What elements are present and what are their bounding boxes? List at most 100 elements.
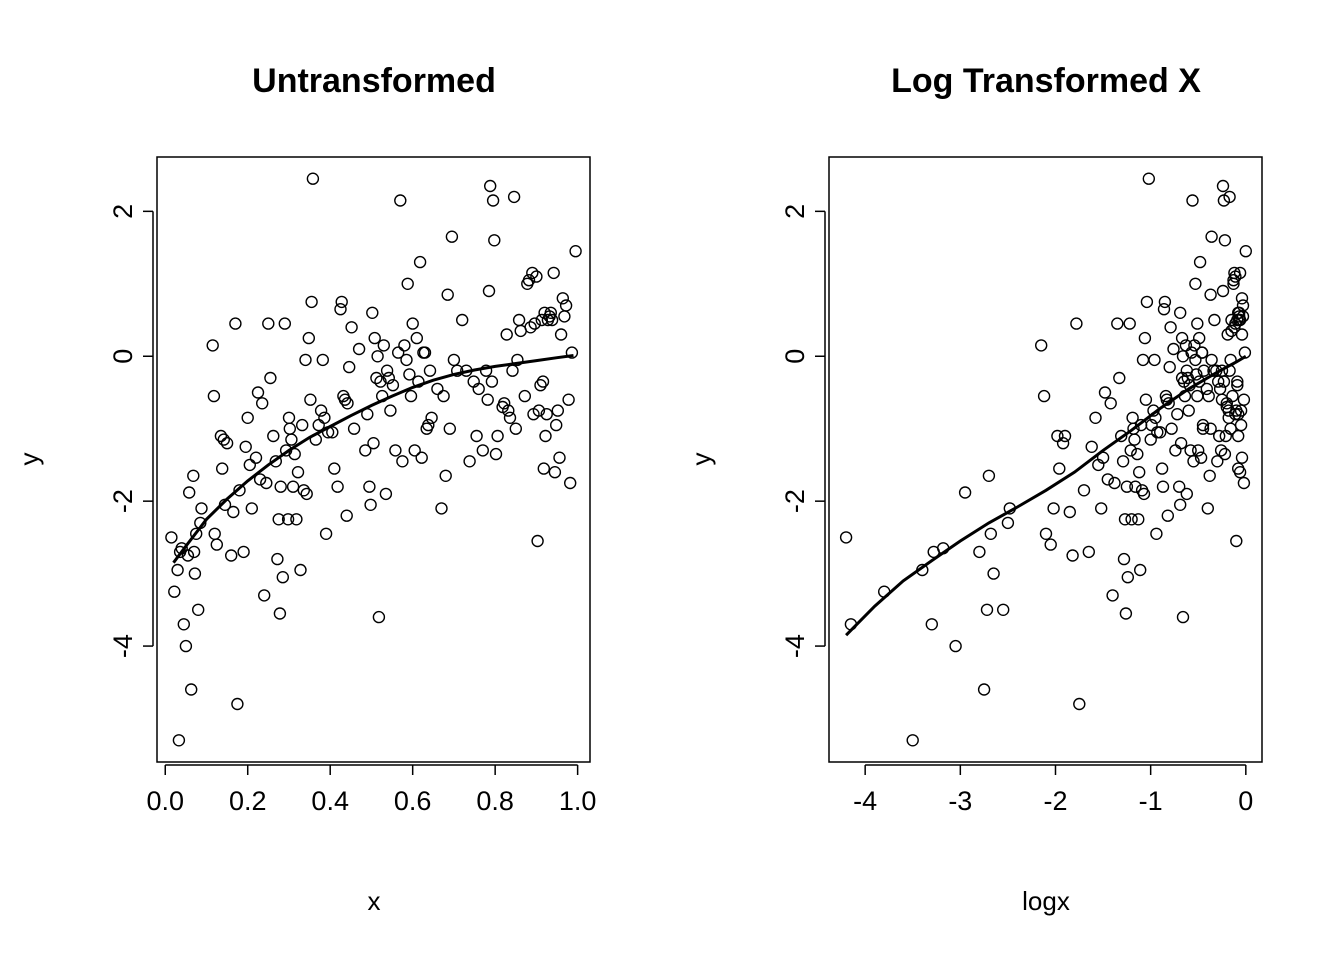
y-tick-label: 0 [108,349,138,364]
data-point [1116,455,1130,468]
data-point [980,603,994,616]
data-point [389,444,402,457]
data-point [345,321,358,334]
data-point [558,310,571,323]
data-point [982,469,996,482]
data-point [547,266,560,280]
data-point [418,346,432,359]
data-point [1197,364,1211,377]
data-point [374,375,387,388]
data-point [437,389,450,403]
data-point [1158,295,1172,309]
data-point [328,462,341,475]
data-point [207,389,221,403]
data-point [481,393,494,406]
data-point [241,411,254,424]
data-point [1200,382,1214,396]
data-point [294,563,307,577]
data-point [306,172,320,185]
data-point [1094,502,1108,515]
data-point [1182,404,1195,417]
data-point [551,404,564,417]
data-point [1196,422,1210,435]
data-point [1235,328,1249,341]
data-point [1123,317,1136,330]
data-point [245,502,259,515]
data-point [1172,480,1186,493]
data-point [987,567,1000,580]
data-point [260,476,273,490]
data-point [187,469,200,482]
data-point [511,353,524,367]
data-point [368,331,381,345]
data-point [258,589,271,602]
data-point [1077,484,1091,497]
data-point [302,331,315,345]
data-point [231,697,244,711]
data-point [299,353,312,367]
data-point [335,295,348,309]
data-point [340,509,353,522]
data-point [285,433,298,446]
data-point [1138,331,1152,345]
data-point [564,476,577,490]
data-point [534,379,547,392]
data-point [410,331,423,345]
data-point [334,303,347,316]
data-point [1114,429,1128,443]
chart-title: Untransformed [252,62,496,100]
data-point [1216,179,1230,193]
data-point [1131,447,1144,461]
data-point [522,274,536,287]
x-tick-label: 0.2 [229,786,267,816]
data-point [1073,697,1086,711]
data-point [530,270,543,283]
data-point [404,389,418,403]
data-point [839,531,853,544]
data-point [400,353,413,367]
x-tick-label: -1 [1139,786,1163,816]
data-point [1113,371,1126,385]
data-point [269,455,282,468]
data-point [1231,379,1244,392]
data-point [1104,397,1117,410]
data-point [168,585,181,598]
data-point [470,429,483,443]
data-point [484,179,497,193]
data-point [479,364,493,377]
data-point [1151,426,1164,439]
plot-box [828,156,1263,763]
data-point [1196,418,1210,432]
data-point [179,639,193,653]
y-axis-label: y [686,453,716,466]
data-point [276,571,289,584]
data-point [1231,408,1245,421]
data-point [447,353,461,367]
data-point [233,484,246,497]
data-point [171,563,184,577]
data-point [1153,426,1167,439]
data-point [370,371,383,385]
data-point [1082,545,1096,559]
data-point [297,484,310,497]
data-point [1053,462,1066,475]
data-point [239,440,252,453]
data-point [536,375,550,388]
data-point [507,190,521,204]
x-tick-label: 0.0 [146,786,184,816]
data-point [535,313,548,327]
data-point [1106,589,1119,602]
x-tick-label: 0.6 [394,786,432,816]
data-point [1189,353,1202,367]
data-point [1137,487,1151,501]
data-point [1169,444,1182,457]
data-point [1233,466,1247,479]
data-point [1058,429,1072,443]
x-tick-label: -2 [1043,786,1067,816]
data-point [441,288,454,301]
data-point [1189,277,1202,290]
data-point [338,393,352,406]
data-point [1148,353,1161,367]
data-point [1173,306,1187,319]
data-point [403,368,416,381]
